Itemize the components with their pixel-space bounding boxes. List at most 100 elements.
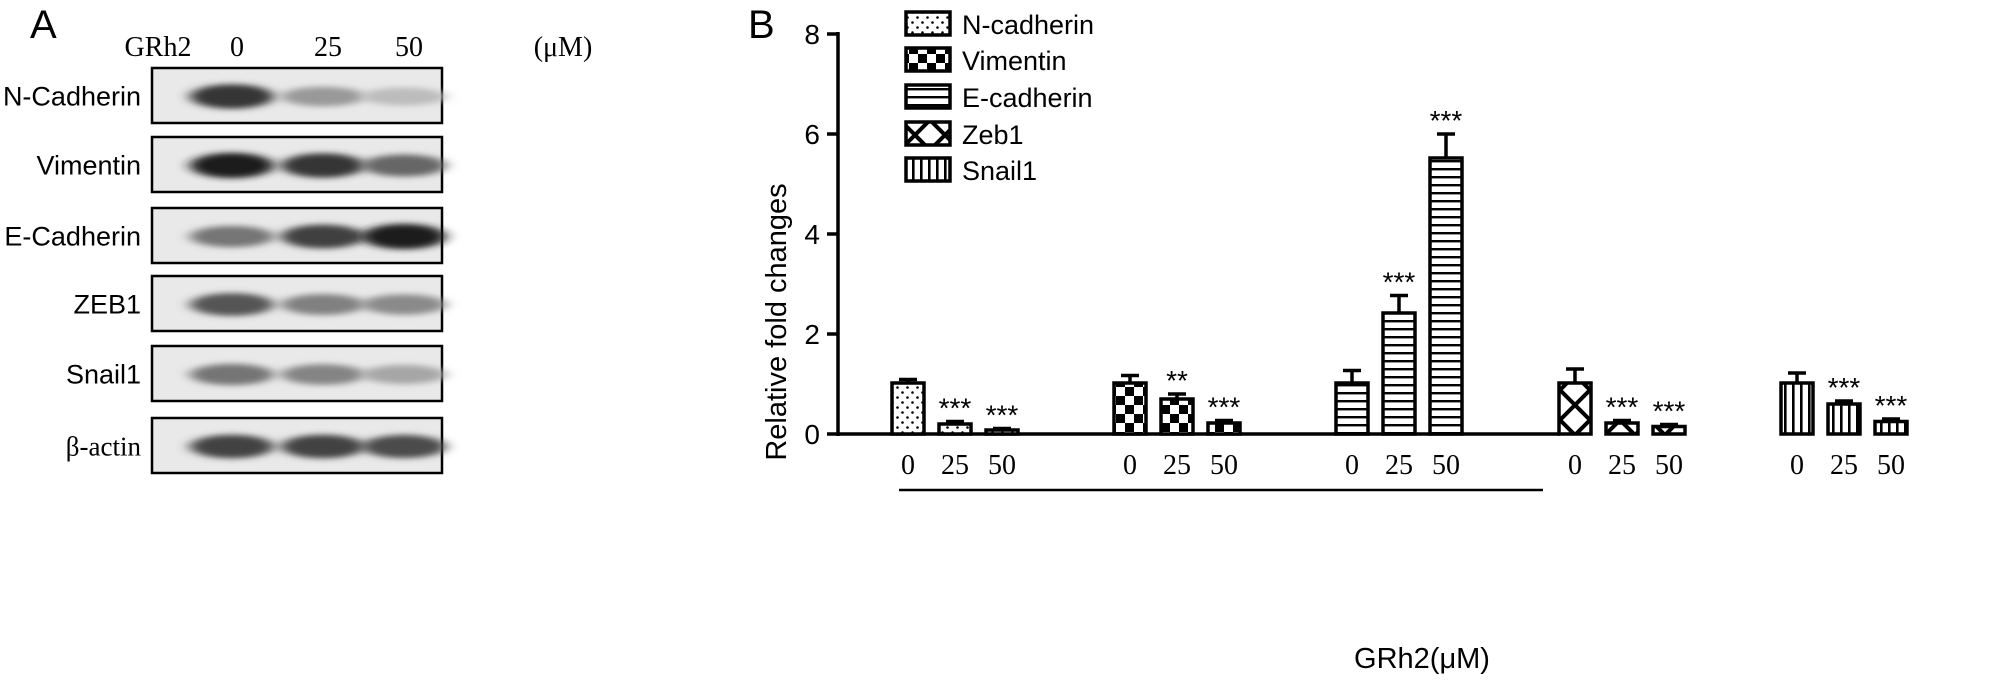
blot-band bbox=[281, 224, 365, 249]
blot-band bbox=[281, 86, 365, 107]
x-tick-label: 50 bbox=[1877, 450, 1905, 481]
blot-band bbox=[190, 293, 274, 316]
panel-b-bar-chart: B Relative fold changes 0 2 4 6 8 0 *** 25 *** 5… bbox=[748, 3, 1909, 675]
blot-label: Snail1 bbox=[66, 360, 141, 390]
x-tick-label: 0 bbox=[1568, 450, 1582, 481]
panel-a-letter: A bbox=[30, 3, 57, 47]
blot-label: N-Cadherin bbox=[3, 82, 141, 112]
bar bbox=[1381, 311, 1417, 436]
legend-entry: Zeb1 bbox=[904, 120, 1024, 150]
dose-unit: (μM) bbox=[534, 32, 593, 63]
bar bbox=[1604, 421, 1640, 436]
bar bbox=[1206, 421, 1242, 436]
x-tick-label: 50 bbox=[1432, 450, 1460, 481]
legend: N-cadherin Vimentin E-cadherin Zeb1 Snail1 bbox=[904, 10, 1094, 186]
blot-band bbox=[190, 363, 274, 386]
y-tick-label: 0 bbox=[804, 419, 820, 450]
significance-marker: *** bbox=[986, 400, 1019, 431]
legend-label: N-cadherin bbox=[962, 10, 1094, 40]
blot-rows: N-Cadherin Vimentin E-Cadherin ZEB1 Snail1 β-… bbox=[3, 66, 446, 475]
legend-label: Snail1 bbox=[962, 156, 1037, 186]
bar bbox=[890, 381, 926, 436]
x-tick-label: 25 bbox=[1830, 450, 1858, 481]
x-tick-label: 0 bbox=[1790, 450, 1804, 481]
blot-row: β-actin bbox=[66, 416, 446, 475]
bar bbox=[1651, 424, 1687, 436]
blot-label: β-actin bbox=[66, 432, 142, 462]
bar bbox=[1826, 402, 1862, 436]
bar bbox=[1112, 381, 1148, 436]
legend-label: Vimentin bbox=[962, 46, 1067, 76]
blot-label: Vimentin bbox=[36, 151, 141, 181]
x-tick-label: 0 bbox=[901, 450, 915, 481]
significance-marker: ** bbox=[1166, 365, 1188, 396]
blot-band bbox=[362, 434, 446, 459]
blot-band bbox=[281, 364, 365, 385]
dose-label: 0 bbox=[230, 32, 244, 63]
significance-marker: *** bbox=[1653, 396, 1686, 427]
blot-label: ZEB1 bbox=[73, 290, 141, 320]
significance-marker: *** bbox=[1606, 392, 1639, 423]
x-tick-label: 25 bbox=[1608, 450, 1636, 481]
significance-marker: *** bbox=[1383, 267, 1416, 298]
blot-row: N-Cadherin bbox=[3, 66, 446, 125]
blot-row: Snail1 bbox=[66, 344, 446, 403]
legend-entry: Vimentin bbox=[904, 46, 1067, 76]
blot-row: ZEB1 bbox=[73, 274, 446, 333]
y-tick-label: 6 bbox=[804, 119, 820, 150]
dose-labels: 0 25 50 bbox=[230, 32, 423, 63]
x-tick-label: 25 bbox=[1385, 450, 1413, 481]
treatment-label: GRh2 bbox=[125, 32, 192, 63]
significance-marker: *** bbox=[1430, 105, 1463, 136]
y-tick-label: 4 bbox=[804, 219, 820, 250]
significance-marker: *** bbox=[1828, 372, 1861, 403]
series-n-cadherin: 0 *** 25 *** 50 bbox=[890, 377, 1020, 481]
blot-band bbox=[362, 154, 446, 177]
blot-band bbox=[190, 225, 274, 248]
panel-a-western-blot: A GRh2 0 25 50 (μM) N-Cadherin Vimentin E-Ca… bbox=[3, 3, 593, 475]
bar bbox=[1428, 156, 1464, 436]
legend-swatch bbox=[904, 10, 952, 37]
blot-band bbox=[281, 153, 365, 178]
bar bbox=[1779, 381, 1815, 436]
legend-swatch bbox=[904, 120, 952, 147]
legend-swatch bbox=[904, 83, 952, 110]
y-axis-label: Relative fold changes bbox=[761, 183, 793, 460]
y-axis: 0 2 4 6 8 bbox=[804, 19, 840, 450]
blot-band bbox=[362, 87, 446, 106]
blot-row: E-Cadherin bbox=[4, 206, 446, 265]
blot-band bbox=[362, 223, 446, 250]
x-tick-label: 0 bbox=[1123, 450, 1137, 481]
x-tick-label: 0 bbox=[1345, 450, 1359, 481]
blot-band bbox=[362, 294, 446, 315]
legend-swatch bbox=[904, 156, 952, 183]
bar bbox=[937, 422, 973, 436]
series-snail1: 0 *** 25 *** 50 bbox=[1779, 371, 1909, 481]
legend-entry: E-cadherin bbox=[904, 83, 1093, 113]
significance-marker: *** bbox=[1208, 392, 1241, 423]
y-tick-label: 2 bbox=[804, 319, 820, 350]
blot-label: E-Cadherin bbox=[4, 222, 141, 252]
x-tick-label: 50 bbox=[1655, 450, 1683, 481]
bar bbox=[984, 428, 1020, 436]
legend-entry: Snail1 bbox=[904, 156, 1037, 186]
blot-row: Vimentin bbox=[36, 135, 446, 194]
blot-band bbox=[190, 434, 274, 459]
bar bbox=[1334, 381, 1370, 436]
dose-label: 25 bbox=[314, 32, 342, 63]
y-tick-label: 8 bbox=[804, 19, 820, 50]
panel-b-letter: B bbox=[748, 3, 775, 47]
x-tick-label: 25 bbox=[941, 450, 969, 481]
significance-marker: *** bbox=[939, 393, 972, 424]
legend-label: Zeb1 bbox=[962, 120, 1024, 150]
blot-band bbox=[190, 84, 274, 109]
bars: 0 *** 25 *** 50 0 ** 25 *** 50 0 *** 25 *** 50 0 *** 25 **… bbox=[890, 105, 1909, 481]
x-tick-label: 25 bbox=[1163, 450, 1191, 481]
blot-band bbox=[362, 364, 446, 385]
bar bbox=[1557, 381, 1593, 436]
dose-label: 50 bbox=[395, 32, 423, 63]
x-tick-label: 50 bbox=[1210, 450, 1238, 481]
blot-band bbox=[190, 152, 274, 179]
significance-marker: *** bbox=[1875, 390, 1908, 421]
